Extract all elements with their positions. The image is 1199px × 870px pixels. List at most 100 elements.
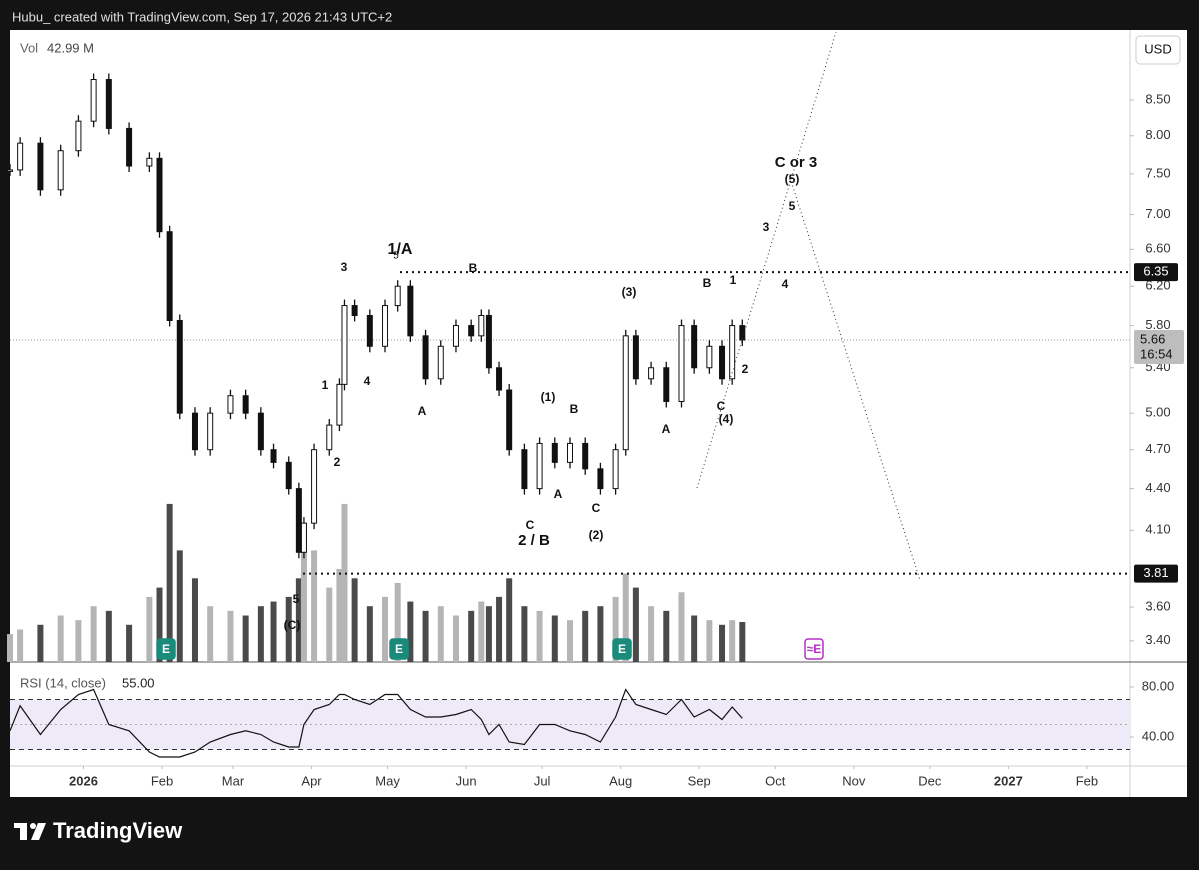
wave-label: 2 xyxy=(334,455,341,469)
rsi-tick-label: 80.00 xyxy=(1142,678,1175,693)
price-tag xyxy=(1134,564,1178,583)
x-tick-label: May xyxy=(375,773,400,788)
volume-bar xyxy=(17,629,24,662)
volume-bar xyxy=(57,615,64,662)
price-body xyxy=(285,461,292,490)
price-body xyxy=(612,449,619,490)
x-tick-label: Feb xyxy=(1076,773,1098,788)
last-price-label: 5.66 xyxy=(1140,331,1165,346)
wave-label: C or 3 xyxy=(775,154,818,171)
price-body xyxy=(437,345,444,380)
event-label: E xyxy=(162,642,170,656)
price-body xyxy=(506,389,513,451)
wave-label: 5 xyxy=(393,251,399,262)
volume-label: Vol xyxy=(20,40,38,55)
price-body xyxy=(496,367,503,391)
volume-bar xyxy=(478,601,485,662)
volume-bar xyxy=(366,606,373,662)
header: Hubu_ created with TradingView.com, Sep … xyxy=(12,9,392,24)
y-tick-label: 5.80 xyxy=(1145,317,1170,332)
volume-bar xyxy=(422,610,429,662)
volume-bar xyxy=(521,606,528,662)
x-tick-label: Jul xyxy=(534,773,551,788)
volume-bar xyxy=(126,624,133,662)
price-body xyxy=(166,231,173,322)
price-body xyxy=(17,142,24,171)
volume-bar xyxy=(452,615,459,662)
price-body xyxy=(270,449,277,463)
y-tick-label: 4.10 xyxy=(1145,522,1170,537)
price-body xyxy=(478,314,485,337)
wave-label: (4) xyxy=(719,412,734,426)
y-tick-label: 8.50 xyxy=(1145,91,1170,106)
wave-label: 4 xyxy=(364,374,371,388)
volume-bar xyxy=(468,610,475,662)
volume-bar xyxy=(536,610,543,662)
price-body xyxy=(311,449,318,524)
price-body xyxy=(452,325,459,347)
volume-bar xyxy=(326,587,333,662)
volume-bar xyxy=(551,615,558,662)
volume-bar xyxy=(227,610,234,662)
price-body xyxy=(551,442,558,463)
currency-box[interactable] xyxy=(1135,35,1181,65)
wave-label: 2 / B xyxy=(518,532,550,549)
volume-bar xyxy=(632,587,639,662)
volume-bar xyxy=(351,578,358,662)
price-body xyxy=(7,169,13,172)
volume-value: 42.99 M xyxy=(47,40,94,55)
wave-label: B xyxy=(469,261,478,275)
price-body xyxy=(75,120,82,152)
volume-bar xyxy=(156,587,163,662)
wave-label: 1 xyxy=(322,378,329,392)
x-tick-label: Aug xyxy=(609,773,632,788)
volume-bar xyxy=(257,606,264,662)
volume-bar xyxy=(719,624,726,662)
volume-bar xyxy=(648,606,655,662)
price-body xyxy=(382,305,389,347)
price-body xyxy=(536,442,543,490)
volume-bar xyxy=(496,596,503,662)
volume-bar xyxy=(311,550,318,662)
price-body xyxy=(691,325,698,369)
volume-bar xyxy=(207,606,214,662)
x-tick-label: Jun xyxy=(456,773,477,788)
volume-bar xyxy=(691,615,698,662)
event-badge xyxy=(156,638,176,660)
logo: TradingView xyxy=(53,818,183,843)
price-tag xyxy=(1134,263,1178,282)
price-body xyxy=(341,305,348,385)
wave-label: A xyxy=(418,404,427,418)
volume-bar xyxy=(506,578,513,662)
price-body xyxy=(242,395,249,414)
wave-label: 3 xyxy=(763,220,770,234)
wave-label: C xyxy=(592,501,601,515)
x-tick-label: Dec xyxy=(918,773,942,788)
volume-bar xyxy=(285,596,292,662)
volume-bar xyxy=(612,596,619,662)
price-body xyxy=(295,488,302,553)
y-tick-label: 5.00 xyxy=(1145,405,1170,420)
price-body xyxy=(648,367,655,380)
volume-bar xyxy=(336,569,343,662)
volume-bar xyxy=(75,620,82,662)
y-tick-label: 3.40 xyxy=(1145,632,1170,647)
price-body xyxy=(257,412,264,451)
rsi-label: RSI (14, close) xyxy=(20,675,106,690)
volume-bar xyxy=(7,634,13,662)
price-tag-label: 6.35 xyxy=(1143,264,1168,279)
volume-bar xyxy=(706,620,713,662)
volume-bar xyxy=(729,620,736,662)
rsi-value: 55.00 xyxy=(122,675,155,690)
last-price-tag xyxy=(1134,329,1184,364)
volume-bar xyxy=(37,624,44,662)
price-body xyxy=(146,157,153,167)
volume-bar xyxy=(567,620,573,662)
price-body xyxy=(485,314,492,369)
wave-label: C xyxy=(717,399,726,413)
price-body xyxy=(351,305,358,316)
price-body xyxy=(176,320,183,414)
x-tick-label: Mar xyxy=(222,773,245,788)
volume-bar xyxy=(437,606,444,662)
